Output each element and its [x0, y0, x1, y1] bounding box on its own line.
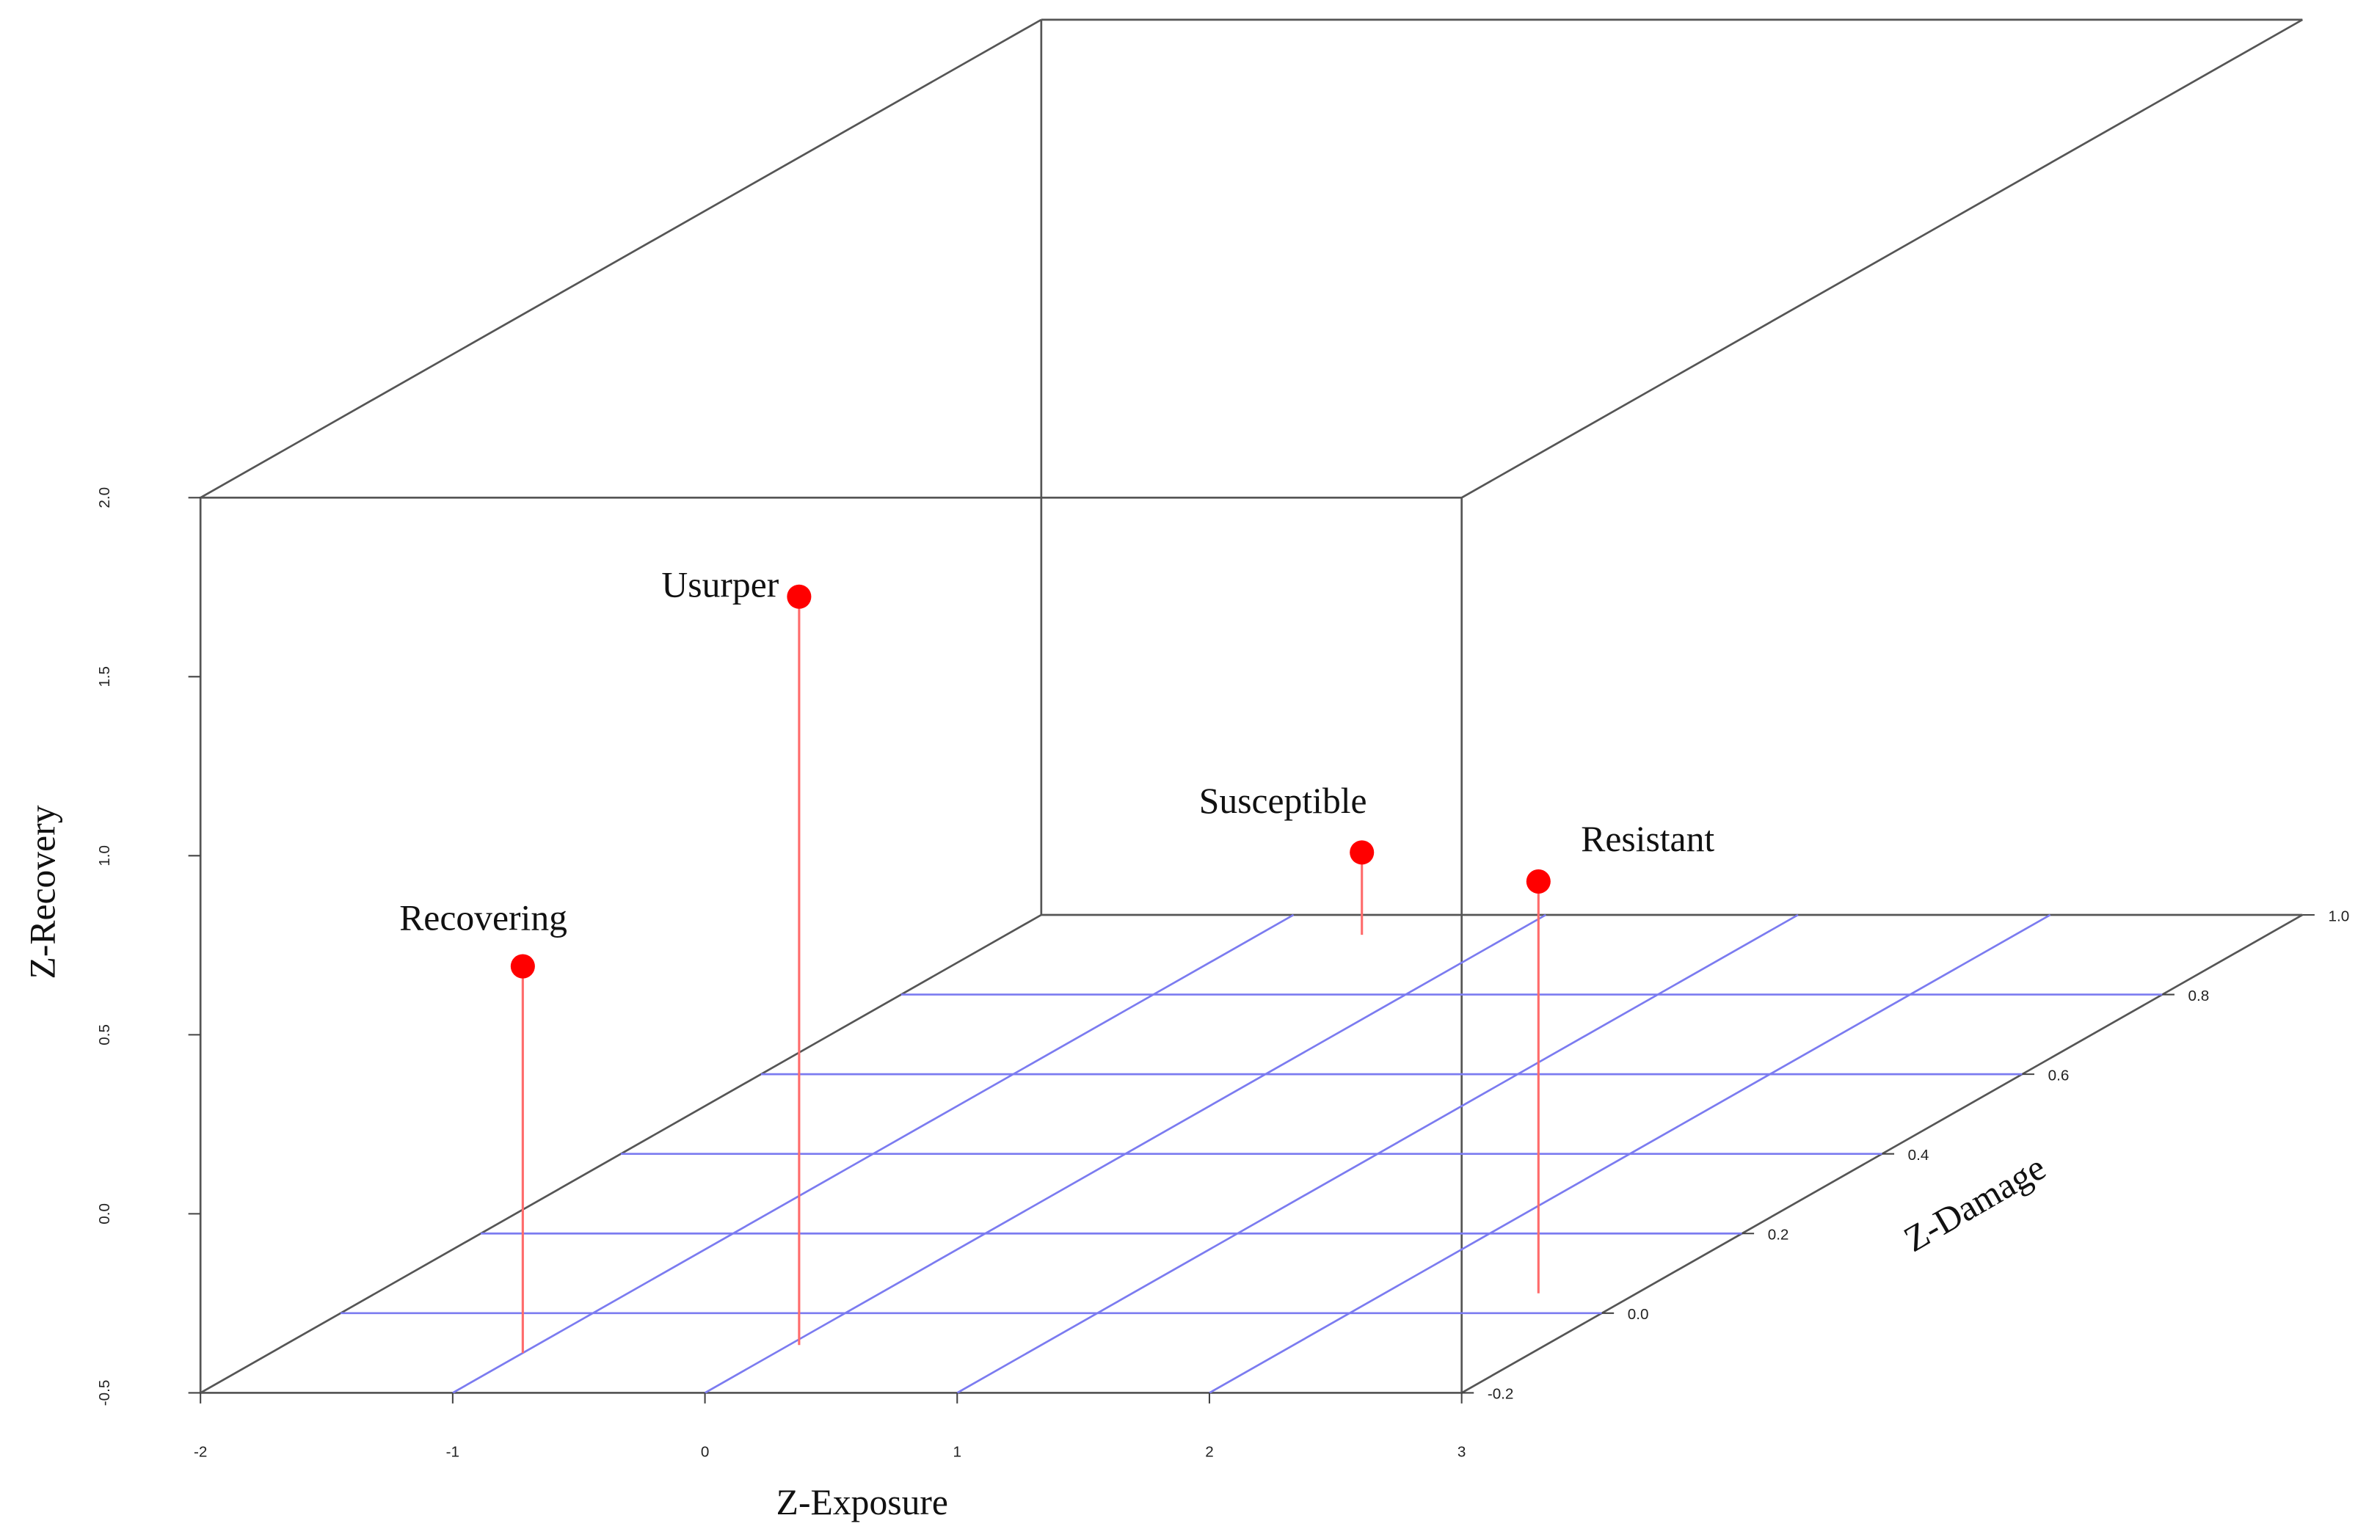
x-tick-label: 3	[1458, 1443, 1466, 1460]
x-tick-label: -2	[194, 1443, 207, 1460]
y-axis-title: Z-Damage	[1897, 1147, 2052, 1260]
point	[510, 954, 535, 979]
x-axis-title: Z-Exposure	[776, 1482, 948, 1522]
box-edge	[1461, 18, 2303, 499]
point	[787, 584, 812, 609]
z-tick-label: 0.5	[96, 1024, 113, 1045]
y-tick-label: 0.0	[1628, 1306, 1649, 1323]
z-tick-label: 2.0	[96, 487, 113, 508]
point	[1526, 869, 1551, 894]
point-label: Resistant	[1581, 819, 1714, 859]
x-tick-label: 2	[1205, 1443, 1214, 1460]
x-tick-label: 1	[953, 1443, 962, 1460]
y-tick-label: 0.8	[2188, 988, 2210, 1004]
point	[1350, 840, 1375, 865]
x-tick-label: -1	[446, 1443, 459, 1460]
grid-line	[452, 913, 1295, 1394]
grid-line	[1209, 913, 2051, 1394]
grid-line	[704, 913, 1546, 1394]
point-label: Susceptible	[1199, 781, 1367, 821]
z-axis-title: Z-Recovery	[23, 805, 63, 979]
x-tick-label: 0	[701, 1443, 710, 1460]
point-label: Recovering	[399, 897, 567, 938]
y-tick-label: 0.4	[1908, 1147, 1929, 1164]
point-label: Usurper	[661, 564, 779, 605]
z-tick-label: 0.0	[96, 1203, 113, 1225]
y-tick-label: 1.0	[2328, 908, 2349, 924]
box-front	[199, 496, 1463, 1394]
y-tick-label: 0.2	[1768, 1227, 1789, 1244]
y-tick-label: -0.2	[1488, 1386, 1514, 1403]
box-edge	[200, 18, 1042, 499]
y-tick-label: 0.6	[2048, 1067, 2070, 1084]
z-tick-label: 1.5	[96, 666, 113, 687]
grid-line	[956, 913, 1799, 1394]
z-tick-label: -0.5	[96, 1380, 113, 1406]
z-tick-label: 1.0	[96, 845, 113, 866]
